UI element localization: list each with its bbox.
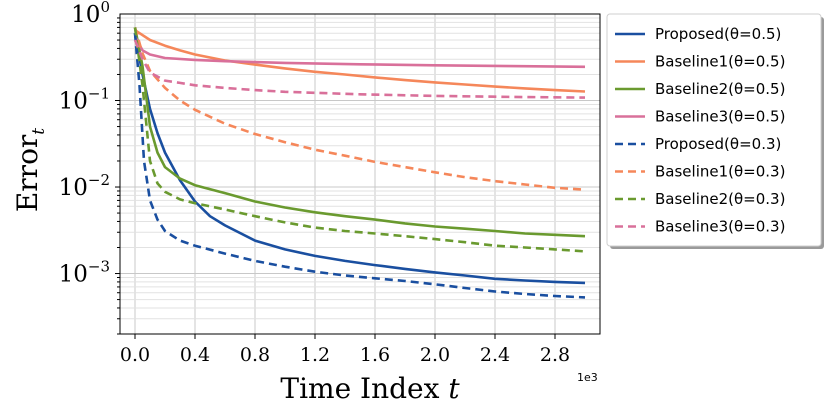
- series-line-1: [133, 32, 586, 285]
- series-lines: [133, 27, 586, 299]
- y-tick-label: 10−2: [59, 171, 110, 201]
- grid-lines: [120, 14, 600, 335]
- x-tick-label: 0.0: [120, 344, 150, 366]
- x-tick-label: 1.2: [300, 344, 330, 366]
- x-tick-label: 0.4: [180, 344, 210, 366]
- y-tick-label: 10−1: [59, 85, 110, 115]
- legend-label: Baseline1(θ=0.3): [655, 163, 785, 181]
- legend-label: Baseline2(θ=0.3): [655, 190, 785, 208]
- x-tick-label: 0.8: [240, 344, 270, 366]
- series-line-6: [133, 27, 586, 191]
- legend-label: Proposed(θ=0.5): [655, 25, 781, 43]
- y-axis-label: Errort: [11, 128, 49, 212]
- series-line-7: [133, 27, 586, 253]
- x-axis-scale-multiplier: 1e3: [577, 371, 598, 384]
- x-axis-label-variable: t: [448, 372, 460, 405]
- legend: Proposed(θ=0.5) Baseline1(θ=0.5) Baseline2…: [606, 13, 824, 249]
- x-tick-label: 2.0: [420, 344, 450, 366]
- series-line-2: [134, 29, 586, 93]
- legend-label: Baseline3(θ=0.3): [655, 218, 785, 236]
- series-line-3: [133, 27, 586, 238]
- y-tick-label: 100: [71, 0, 110, 28]
- legend-label: Baseline3(θ=0.5): [655, 108, 785, 126]
- legend-label: Baseline1(θ=0.5): [655, 53, 785, 71]
- legend-box: [606, 13, 822, 247]
- x-tick-label: 1.6: [360, 344, 390, 366]
- legend-label: Baseline2(θ=0.5): [655, 80, 785, 98]
- axis-ticks: 0.0 0.4 0.8 1.2 1.6 2.0 2.4 2.8 100 10−1 10−2 10−3: [59, 0, 571, 366]
- y-tick-label: 10−3: [59, 258, 110, 288]
- x-tick-label: 2.4: [480, 344, 510, 366]
- series-line-4: [133, 35, 586, 69]
- x-axis-label: Time Index t: [280, 372, 460, 405]
- legend-label: Proposed(θ=0.3): [655, 135, 781, 153]
- x-tick-label: 2.8: [540, 344, 570, 366]
- y-axis-label-subscript: t: [29, 128, 49, 135]
- plot-area-frame: [119, 13, 601, 335]
- series-line-5: [133, 33, 586, 299]
